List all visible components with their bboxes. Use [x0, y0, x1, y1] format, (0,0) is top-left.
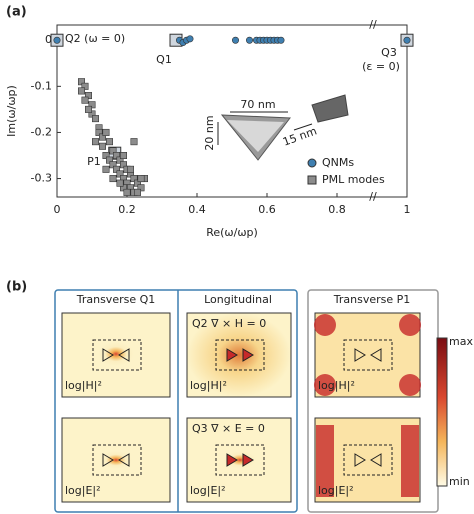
- x-tick-label: 0.4: [188, 203, 206, 216]
- field-label: log|E|²: [318, 484, 354, 497]
- y-tick-label: 0: [45, 33, 52, 46]
- axis-break: //: [369, 190, 377, 203]
- panel-label: (a): [6, 5, 27, 20]
- heading: Transverse Q1: [76, 293, 156, 306]
- y-tick-label: -0.1: [31, 79, 52, 92]
- highlight-label: Q2 (ω = 0): [65, 32, 125, 45]
- particle: [311, 94, 349, 123]
- point: [102, 165, 110, 173]
- colorbar-label: min: [449, 475, 470, 488]
- point: [102, 128, 110, 136]
- highlight-label: Q3: [381, 46, 397, 59]
- axes-frame: [56, 24, 408, 198]
- y-axis-label: Im(ω/ωp): [5, 85, 18, 137]
- point: [109, 175, 117, 183]
- point: [130, 138, 138, 146]
- hotspot: [100, 451, 132, 469]
- x-tick-label: 0.8: [328, 203, 346, 216]
- dimension: [293, 123, 313, 131]
- x-tick-label: 0.6: [258, 203, 276, 216]
- point: [186, 35, 194, 43]
- field-maps: [61, 312, 421, 503]
- field-map: [186, 312, 292, 398]
- hotspot: [98, 342, 134, 366]
- point: [403, 36, 411, 44]
- point: [116, 179, 124, 187]
- x-axis-label: Re(ω/ωp): [206, 226, 258, 239]
- hotspots: [314, 314, 421, 497]
- point: [232, 36, 240, 44]
- axis-break: //: [369, 18, 377, 31]
- point: [53, 36, 61, 44]
- field-label: log|E|²: [190, 484, 226, 497]
- point: [92, 138, 100, 146]
- mode-label: Q2 ∇ × H = 0: [192, 317, 266, 330]
- x-tick-label: 0: [54, 203, 61, 216]
- point: [246, 36, 254, 44]
- highlight-label: Q1: [156, 53, 172, 66]
- group-box: [54, 289, 298, 513]
- legend-label: QNMs: [322, 156, 354, 169]
- legend-label: PML modes: [322, 173, 385, 186]
- point: [137, 175, 145, 183]
- y-tick-label: -0.2: [31, 125, 52, 138]
- field-label: log|H|²: [65, 379, 102, 392]
- point: [127, 165, 135, 173]
- heading: Transverse P1: [333, 293, 411, 306]
- x-tick-label: 1: [404, 203, 411, 216]
- dimension-label: 20 nm: [203, 115, 216, 150]
- highlight-note: (ε = 0): [362, 60, 400, 73]
- point: [120, 151, 128, 159]
- x-tick-label: 0.2: [118, 203, 136, 216]
- heading: Longitudinal: [204, 293, 272, 306]
- legend-marker: [307, 158, 317, 168]
- panel-label: (b): [6, 280, 27, 295]
- point: [81, 96, 89, 104]
- colorbar: [436, 337, 448, 487]
- triangles: [102, 348, 382, 467]
- dimension-label: 70 nm: [240, 98, 275, 111]
- point: [277, 36, 285, 44]
- point: [92, 115, 100, 123]
- field-label: log|E|²: [65, 484, 101, 497]
- y-tick-label: -0.3: [31, 172, 52, 185]
- dashed-boxes: [92, 339, 393, 476]
- plot: // //: [56, 18, 408, 203]
- hotspot: [224, 451, 256, 469]
- legend-marker: [307, 175, 317, 185]
- point: [106, 138, 114, 146]
- point: [134, 188, 142, 196]
- colorbar-label: max: [449, 335, 473, 348]
- point: [99, 142, 107, 150]
- point: [78, 87, 86, 95]
- point: [123, 188, 131, 196]
- highlight-label: P1: [87, 155, 101, 168]
- mode-label: Q3 ∇ × E = 0: [192, 422, 265, 435]
- point: [85, 105, 93, 113]
- particle: [227, 120, 284, 152]
- field-label: log|H|²: [190, 379, 227, 392]
- field-label: log|H|²: [318, 379, 355, 392]
